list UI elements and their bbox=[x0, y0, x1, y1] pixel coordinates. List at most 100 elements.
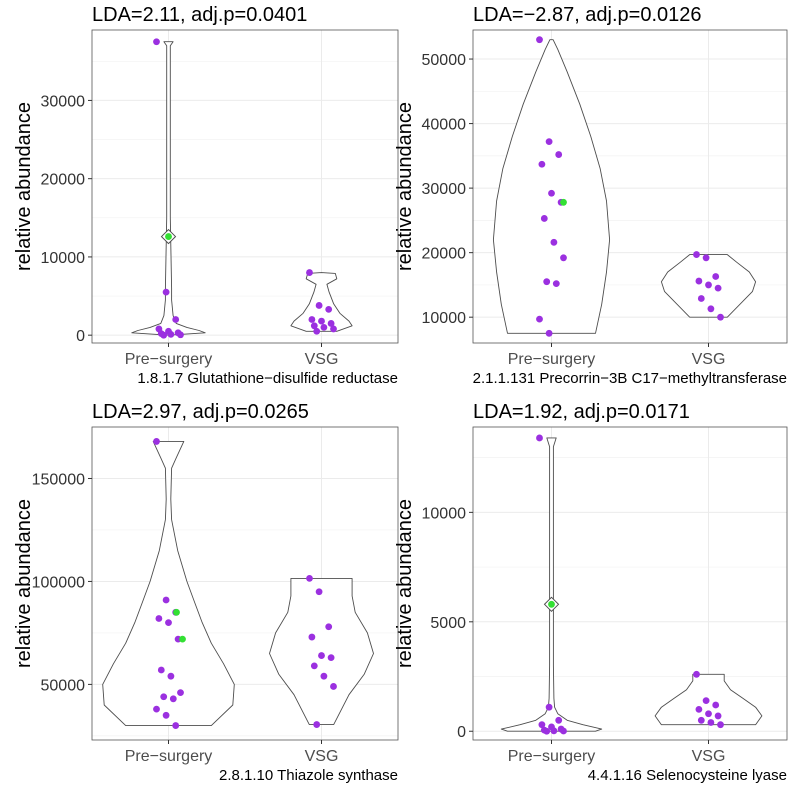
data-point bbox=[162, 711, 170, 719]
data-point bbox=[707, 305, 715, 313]
y-axis-title: relative abundance bbox=[394, 499, 416, 668]
data-point bbox=[555, 151, 563, 158]
data-point bbox=[550, 238, 558, 246]
data-point bbox=[702, 697, 710, 705]
data-point bbox=[330, 325, 337, 333]
x-tick-label: Pre−surgery bbox=[508, 748, 596, 765]
highlight-point bbox=[179, 635, 186, 643]
panel-4: 0 5000 10000 Pre−surgery VSG 4.4.1.16 Selenoc… bbox=[394, 401, 788, 784]
violin-shape bbox=[290, 272, 353, 332]
panel-title: LDA=2.11, adj.p=0.0401 bbox=[92, 4, 307, 26]
data-point bbox=[540, 215, 548, 222]
data-point bbox=[560, 727, 567, 735]
y-axis: 0 5000 10000 bbox=[422, 505, 473, 741]
data-point bbox=[313, 327, 321, 335]
data-point bbox=[155, 615, 163, 622]
violin-shape bbox=[492, 39, 611, 334]
data-point bbox=[695, 705, 703, 713]
x-axis-title: 2.1.1.131 Precorrin−3B C17−methyltransfe… bbox=[473, 370, 787, 387]
panel-border bbox=[91, 426, 399, 741]
panel-border bbox=[472, 29, 788, 344]
data-point bbox=[543, 727, 551, 735]
y-tick-label: 10000 bbox=[422, 310, 467, 327]
violin-shape bbox=[500, 437, 603, 732]
data-point bbox=[712, 273, 720, 280]
gridlines-major bbox=[473, 427, 787, 740]
panel-border bbox=[91, 29, 399, 344]
data-point bbox=[306, 269, 313, 276]
data-point bbox=[717, 721, 724, 729]
y-tick-label: 20000 bbox=[41, 172, 86, 189]
data-point bbox=[310, 662, 318, 670]
x-tick-label: VSG bbox=[692, 351, 726, 368]
data-point bbox=[325, 623, 333, 631]
data-point bbox=[172, 316, 180, 323]
gridlines-minor bbox=[92, 60, 398, 297]
data-point bbox=[327, 654, 335, 662]
y-tick-label: 0 bbox=[76, 328, 85, 345]
data-point bbox=[705, 710, 712, 718]
x-axis: Pre−surgery VSG bbox=[508, 343, 726, 368]
data-point bbox=[560, 254, 567, 262]
data-point bbox=[153, 438, 160, 445]
x-tick-label: Pre−surgery bbox=[125, 351, 213, 368]
data-point bbox=[327, 320, 335, 327]
data-point bbox=[712, 701, 720, 709]
y-tick-label: 10000 bbox=[41, 250, 86, 267]
data-point bbox=[306, 574, 313, 582]
data-point bbox=[162, 596, 170, 604]
x-axis: Pre−surgery VSG bbox=[125, 343, 338, 368]
data-point bbox=[160, 693, 168, 701]
panel-3: 50000 100000 150000 Pre−surgery VSG 2.8.1.10 … bbox=[13, 401, 399, 784]
x-axis: Pre−surgery VSG bbox=[508, 740, 726, 765]
y-tick-label: 30000 bbox=[41, 93, 86, 110]
data-point bbox=[315, 302, 323, 309]
group-vsg bbox=[290, 269, 353, 335]
data-point bbox=[695, 277, 703, 285]
data-point bbox=[310, 322, 318, 330]
y-tick-label: 10000 bbox=[422, 505, 467, 522]
x-axis: Pre−surgery VSG bbox=[125, 740, 338, 765]
data-point bbox=[552, 280, 560, 288]
mean-point bbox=[548, 600, 555, 608]
group-pre-surgery bbox=[102, 438, 235, 729]
data-point bbox=[536, 434, 543, 442]
panel-1: 0 10000 20000 30000 Pre−surgery VSG 1.8.1.7 Gl… bbox=[13, 4, 399, 387]
data-point bbox=[177, 689, 184, 697]
y-tick-label: 100000 bbox=[32, 574, 85, 591]
x-axis-title: 2.8.1.10 Thiazole synthase bbox=[219, 767, 398, 784]
data-point bbox=[318, 317, 325, 325]
data-point bbox=[555, 716, 563, 724]
data-point bbox=[165, 619, 172, 627]
data-point bbox=[707, 719, 715, 726]
group-pre-surgery bbox=[492, 36, 611, 337]
data-point bbox=[693, 670, 700, 678]
data-point bbox=[697, 295, 705, 302]
group-vsg bbox=[660, 251, 757, 321]
mean-point bbox=[165, 233, 172, 240]
data-point bbox=[172, 722, 180, 729]
y-tick-label: 5000 bbox=[430, 615, 466, 632]
x-tick-label: Pre−surgery bbox=[125, 748, 213, 765]
group-vsg bbox=[269, 574, 374, 728]
data-point bbox=[548, 189, 555, 197]
gridlines-minor bbox=[473, 457, 787, 677]
violin-shape bbox=[269, 577, 374, 726]
panel-title: LDA=1.92, adj.p=0.0171 bbox=[473, 401, 690, 423]
y-tick-label: 0 bbox=[457, 724, 466, 741]
group-vsg bbox=[654, 670, 763, 729]
data-point bbox=[543, 278, 551, 286]
x-axis-title: 4.4.1.16 Selenocysteine lyase bbox=[588, 767, 787, 784]
data-point bbox=[308, 633, 316, 641]
data-point bbox=[167, 330, 175, 338]
y-axis: 10000 20000 30000 40000 50000 bbox=[422, 52, 473, 327]
data-point bbox=[177, 331, 184, 339]
x-tick-label: VSG bbox=[692, 748, 726, 765]
data-point bbox=[538, 721, 546, 729]
y-tick-label: 50000 bbox=[41, 677, 86, 694]
data-point bbox=[320, 672, 328, 680]
data-point bbox=[545, 138, 553, 146]
x-axis-title: 1.8.1.7 Glutathione−disulfide reductase bbox=[137, 370, 398, 387]
data-point bbox=[330, 683, 337, 690]
group-pre-surgery bbox=[500, 434, 603, 735]
